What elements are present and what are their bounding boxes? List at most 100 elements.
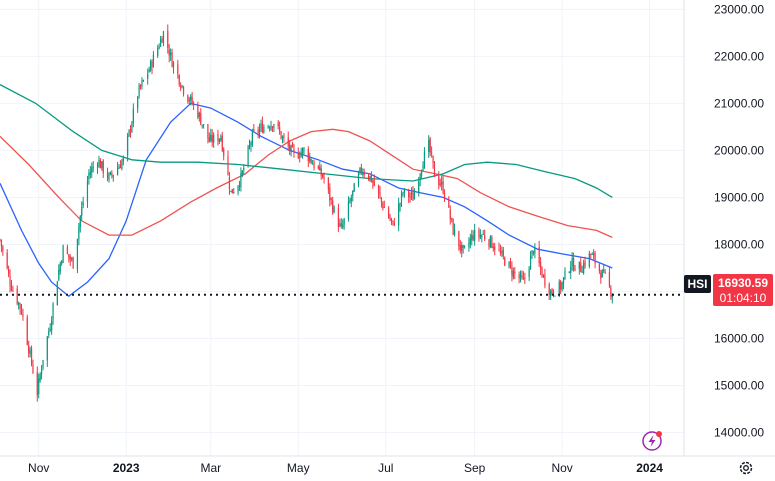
candle xyxy=(408,188,410,203)
candle xyxy=(350,194,352,208)
candle xyxy=(283,132,285,143)
candle xyxy=(271,126,274,132)
candle xyxy=(403,187,405,198)
candle xyxy=(319,161,321,171)
candle xyxy=(377,184,380,199)
x-tick-label: May xyxy=(287,461,310,475)
candle xyxy=(210,128,212,143)
candle xyxy=(349,197,351,204)
x-tick-label: Mar xyxy=(200,461,221,475)
candle xyxy=(428,135,430,159)
candle xyxy=(42,360,44,371)
candle xyxy=(363,168,365,179)
candle xyxy=(538,240,540,267)
candle xyxy=(532,250,535,256)
candle xyxy=(393,217,395,227)
candle xyxy=(280,130,282,140)
candle xyxy=(89,165,91,179)
candle xyxy=(541,266,543,278)
candle xyxy=(86,175,89,208)
candle xyxy=(439,178,441,187)
candle xyxy=(327,177,329,194)
candle xyxy=(167,24,169,54)
candle xyxy=(61,260,63,266)
candle xyxy=(600,269,602,284)
candle xyxy=(481,234,483,243)
moving-average-line-2 xyxy=(0,128,613,238)
price-axis[interactable]: 23000.00 22000.00 21000.00 20000.00 19000.00… xyxy=(714,2,764,439)
candle xyxy=(162,30,165,47)
candle xyxy=(289,139,291,155)
candle xyxy=(221,131,223,153)
candle xyxy=(261,116,264,134)
candle xyxy=(601,269,603,278)
candle xyxy=(494,242,496,256)
candle xyxy=(49,323,51,333)
candle xyxy=(26,314,28,346)
candle xyxy=(22,308,24,321)
candle xyxy=(257,126,259,139)
candle xyxy=(192,101,195,111)
candle xyxy=(78,222,80,246)
moving-average-line-1 xyxy=(0,102,613,298)
candle xyxy=(293,143,295,158)
candle xyxy=(369,175,371,182)
candle xyxy=(562,277,565,290)
candle xyxy=(552,289,555,298)
candle xyxy=(372,178,374,189)
candle xyxy=(560,279,562,295)
candle xyxy=(16,285,18,306)
candle xyxy=(213,132,215,148)
candle xyxy=(502,246,504,260)
gear-icon[interactable] xyxy=(739,461,753,475)
candle xyxy=(420,169,423,179)
candle xyxy=(461,241,463,258)
last-price-value: 16930.59 xyxy=(718,276,768,290)
candle xyxy=(116,161,119,176)
candle xyxy=(98,155,100,168)
candle xyxy=(409,192,411,203)
candle xyxy=(479,229,481,240)
lightning-icon[interactable] xyxy=(642,431,662,451)
y-tick-label: 19000.00 xyxy=(714,190,764,204)
candle xyxy=(263,124,265,134)
candle xyxy=(141,77,143,90)
candle xyxy=(207,123,209,144)
candle xyxy=(511,261,513,282)
candle xyxy=(498,242,500,252)
candle xyxy=(128,129,130,138)
candle xyxy=(281,135,284,144)
candle xyxy=(267,124,269,129)
candle xyxy=(241,169,243,178)
candle xyxy=(71,256,73,262)
candle xyxy=(258,123,261,139)
candle xyxy=(131,120,133,134)
candle xyxy=(412,185,414,201)
candle xyxy=(343,217,345,230)
candle xyxy=(449,205,451,225)
candle xyxy=(464,245,466,249)
candle xyxy=(379,185,381,199)
y-tick-label: 22000.00 xyxy=(714,49,764,63)
time-axis[interactable]: Nov 2023 Mar May Jul Sep Nov 2024 xyxy=(28,461,663,475)
candle xyxy=(380,196,383,208)
candle xyxy=(468,237,470,252)
candle xyxy=(339,218,341,228)
candle xyxy=(472,230,474,242)
candle xyxy=(309,152,311,164)
candle xyxy=(0,238,1,242)
candle xyxy=(62,244,64,263)
candle xyxy=(160,35,162,48)
candle xyxy=(108,172,110,183)
candle xyxy=(471,229,473,246)
candle xyxy=(583,259,585,275)
candle xyxy=(270,120,272,131)
candle xyxy=(452,218,454,235)
candle xyxy=(322,172,324,179)
candle xyxy=(332,196,334,215)
candle xyxy=(118,164,120,170)
candle xyxy=(161,36,163,43)
candle xyxy=(598,263,600,274)
candle xyxy=(268,125,271,132)
